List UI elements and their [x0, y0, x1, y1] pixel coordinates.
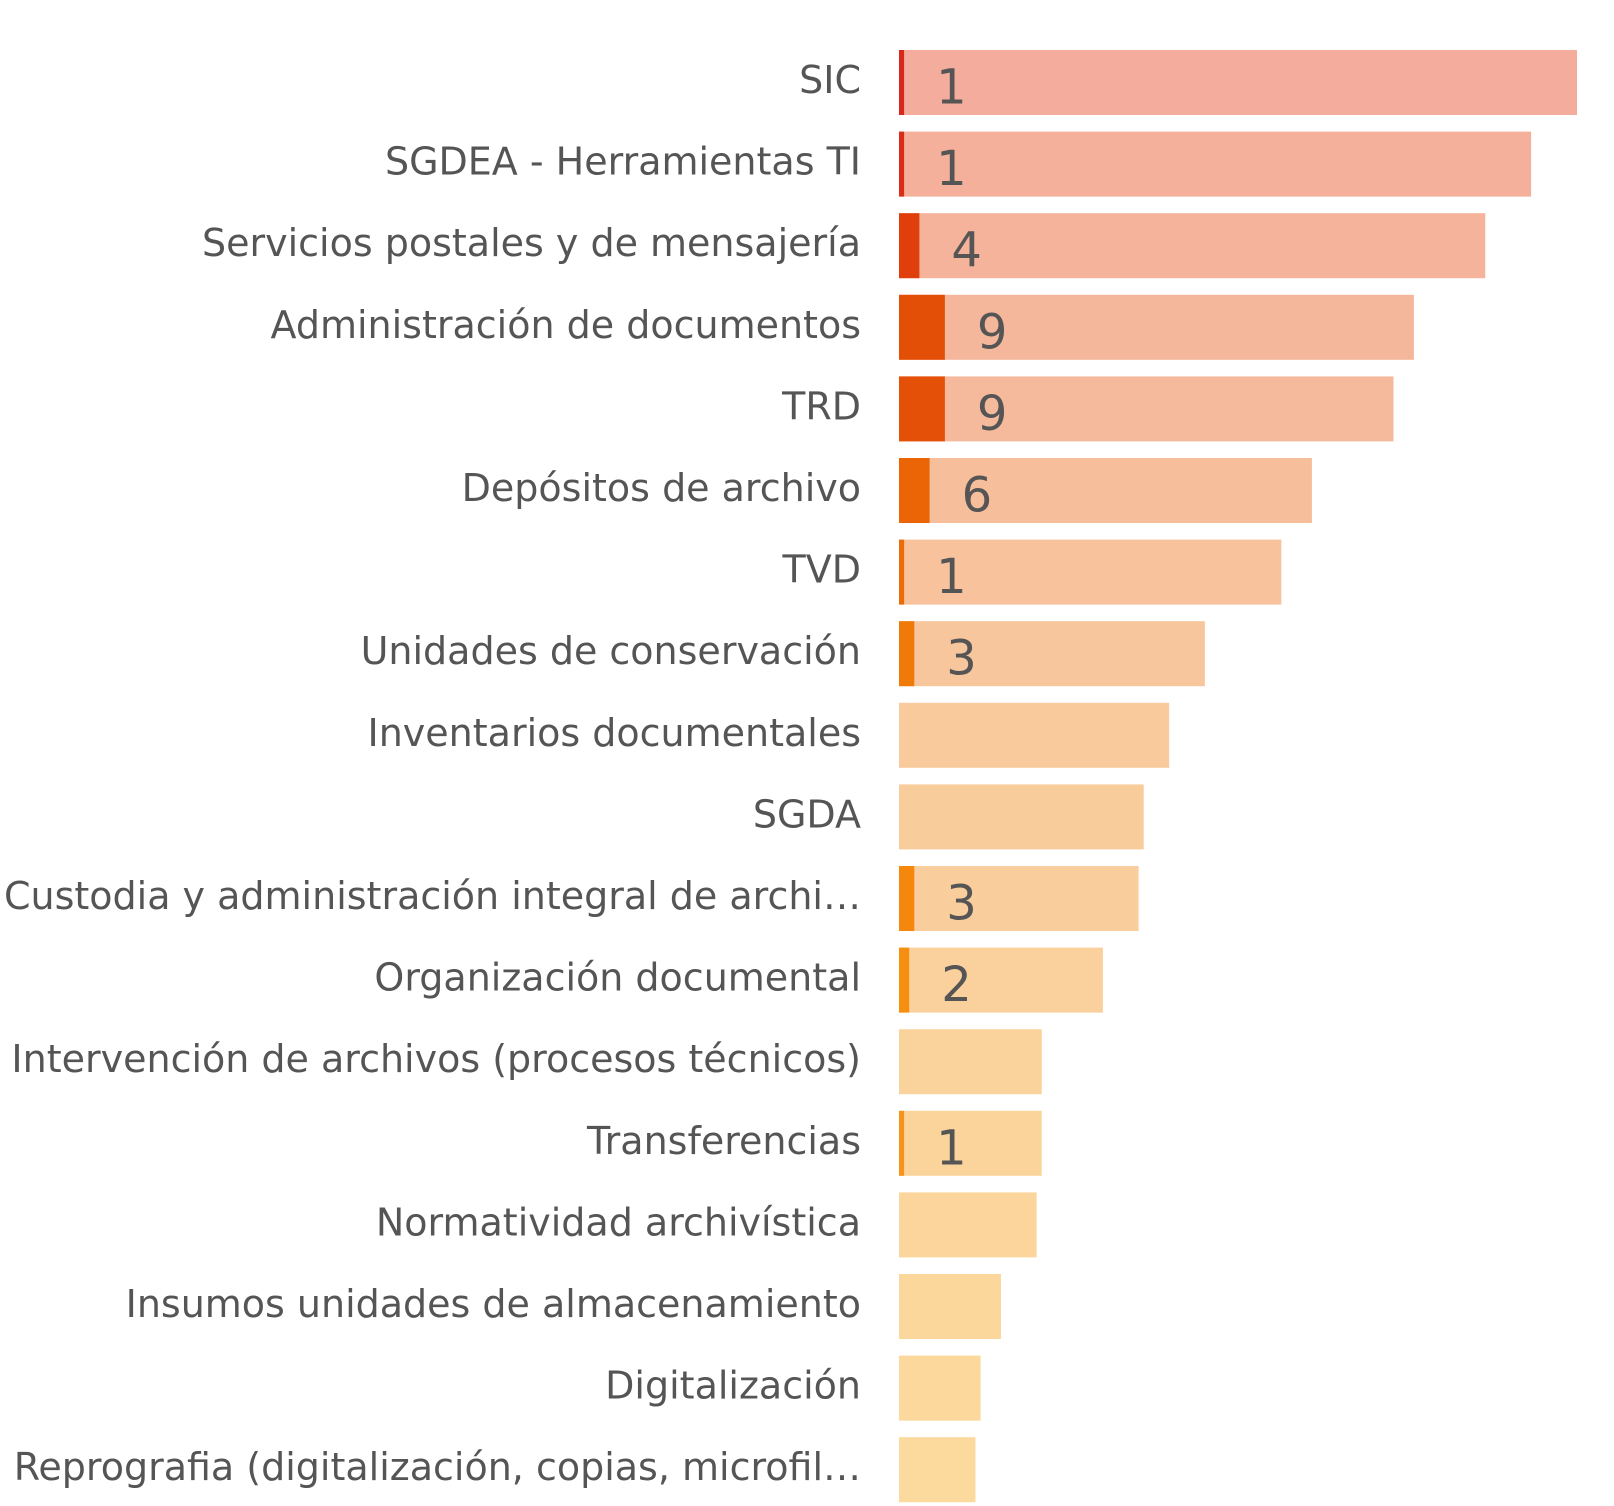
- bar: [899, 131, 1532, 197]
- bar: [899, 1437, 976, 1503]
- bar: [899, 621, 915, 687]
- category-label: TVD: [782, 548, 861, 592]
- bar: [899, 1355, 981, 1421]
- bar: [899, 539, 1282, 605]
- bar: [899, 213, 920, 279]
- bar: [899, 702, 1170, 768]
- bar: [899, 294, 1414, 360]
- bar: [899, 866, 915, 931]
- category-label: Normatividad archivística: [376, 1200, 861, 1244]
- bar: [899, 784, 1144, 850]
- bar: [899, 1029, 1042, 1095]
- bar: [899, 294, 945, 360]
- category-label: Depósitos de archivo: [462, 466, 861, 510]
- category-label: Organización documental: [374, 956, 861, 1000]
- bar: [899, 50, 1577, 115]
- bar: [899, 50, 905, 115]
- data-label: 3: [946, 876, 977, 932]
- bar: [899, 131, 905, 197]
- bar: [899, 866, 1139, 931]
- category-label: TRD: [781, 384, 861, 428]
- data-label: 9: [977, 304, 1008, 360]
- bar: [899, 376, 945, 442]
- category-label: Unidades de conservación: [361, 629, 861, 673]
- bar: [899, 947, 1103, 1013]
- category-label: Insumos unidades de almacenamiento: [126, 1282, 861, 1326]
- bar: [899, 1274, 1001, 1339]
- category-label: Inventarios documentales: [368, 711, 861, 755]
- data-label: 4: [951, 223, 982, 279]
- data-label: 1: [936, 549, 967, 605]
- bar: [899, 947, 910, 1013]
- data-label: 9: [977, 386, 1008, 442]
- category-label: SIC: [799, 58, 861, 102]
- category-label: Transferencias: [586, 1119, 861, 1163]
- data-label: 6: [962, 468, 993, 524]
- data-label: 3: [946, 631, 977, 687]
- data-label: 2: [941, 957, 972, 1013]
- category-label: Administración de documentos: [271, 303, 861, 347]
- category-label: Servicios postales y de mensajería: [202, 221, 861, 265]
- category-label: Custodia y administración integral de ar…: [4, 874, 861, 918]
- bar: [899, 213, 1486, 279]
- data-label: 1: [936, 1120, 967, 1176]
- bar: [899, 1110, 905, 1176]
- bar: [899, 539, 905, 605]
- bar: [899, 376, 1394, 442]
- bar: [899, 621, 1205, 687]
- category-label: Digitalización: [605, 1364, 861, 1408]
- bar: [899, 458, 930, 523]
- data-label: 1: [936, 60, 967, 116]
- category-label: SGDEA - Herramientas TI: [385, 140, 861, 184]
- data-label: 1: [936, 141, 967, 197]
- category-label: Reprografia (digitalización, copias, mic…: [14, 1445, 861, 1489]
- bar: [899, 458, 1312, 523]
- category-label: SGDA: [753, 792, 861, 836]
- bar: [899, 1192, 1037, 1258]
- bar: [899, 1110, 1042, 1176]
- category-label: Intervención de archivos (procesos técni…: [11, 1037, 861, 1081]
